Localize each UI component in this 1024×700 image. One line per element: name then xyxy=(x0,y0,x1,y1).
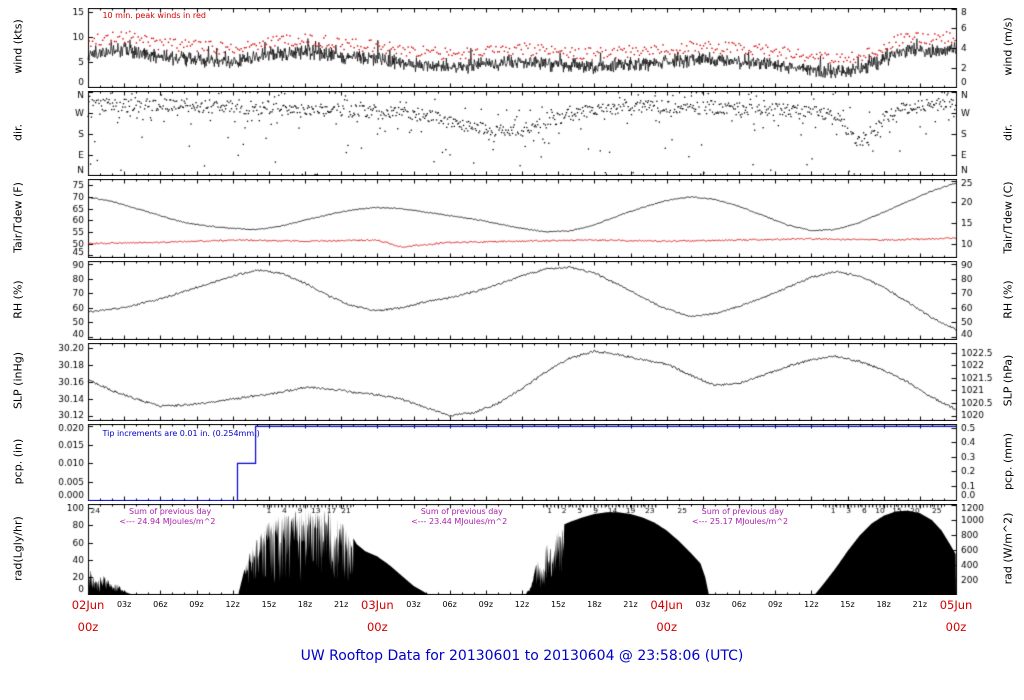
annotation-rad-0: Sum of previous day xyxy=(128,507,212,516)
annotation-rad-3: <--- 23.44 MJoules/m^2 xyxy=(411,517,508,526)
x-day-label: 03Jun xyxy=(361,598,394,612)
panel-slp-canvas xyxy=(0,343,1024,421)
x-tick-label: 21z xyxy=(623,600,638,609)
panel-wind-canvas xyxy=(0,8,1024,88)
x-day-hour-label: 00z xyxy=(366,620,388,634)
x-tick-label: 15z xyxy=(840,600,855,609)
x-tick-label: 18z xyxy=(587,600,602,609)
x-tick-label: 09z xyxy=(767,600,783,609)
chart-title: UW Rooftop Data for 20130601 to 20130604… xyxy=(300,648,744,664)
x-tick-label: 12z xyxy=(514,600,530,609)
x-day-label: 04Jun xyxy=(650,598,683,612)
x-tick-label: 21z xyxy=(912,600,928,609)
annotation-wind-0: 10 min. peak winds in red xyxy=(102,11,206,20)
x-tick-label: 12z xyxy=(225,600,240,609)
x-tick-label: 18z xyxy=(297,600,313,609)
annotation-rad-1: <--- 24.94 MJoules/m^2 xyxy=(119,517,216,526)
x-tick-label: 09z xyxy=(478,600,494,609)
x-day-label: 02Jun xyxy=(71,598,105,612)
panel-temp-canvas xyxy=(0,179,1024,258)
panel-rh-canvas xyxy=(0,261,1024,340)
annotation-rad-5: <--- 25.17 MJoules/m^2 xyxy=(691,517,789,526)
x-tick-label: 15z xyxy=(550,600,566,609)
x-tick-label: 15z xyxy=(261,600,277,609)
ylabel-right-rad: rad (W/m^2) xyxy=(1001,512,1015,584)
x-tick-label: 03z xyxy=(116,600,132,609)
x-tick-label: 21z xyxy=(333,600,349,609)
panel-pcp-canvas xyxy=(0,424,1024,501)
x-tick-label: 06z xyxy=(731,600,747,609)
x-tick-label: 09z xyxy=(189,600,204,609)
x-tick-label: 03z xyxy=(406,600,421,609)
panel-rad-canvas xyxy=(0,504,1024,595)
x-day-hour-label: 00z xyxy=(656,620,677,634)
x-day-hour-label: 00z xyxy=(77,620,99,634)
x-tick-label: 03z xyxy=(695,600,711,609)
annotation-rad-4: Sum of previous day xyxy=(701,507,784,516)
annotation-pcp-0: Tip increments are 0.01 in. (0.254mm.) xyxy=(102,429,260,438)
ylabel-left-rad: rad(Lgly/hr) xyxy=(11,515,25,581)
x-tick-label: 06z xyxy=(153,600,168,609)
annotation-rad-2: Sum of previous day xyxy=(420,507,503,516)
x-tick-label: 06z xyxy=(442,600,457,609)
x-day-label: 05Jun xyxy=(939,598,973,612)
x-day-hour-label: 00z xyxy=(945,620,967,634)
x-tick-label: 12z xyxy=(804,600,819,609)
x-tick-label: 18z xyxy=(876,600,891,609)
panel-dir-canvas xyxy=(0,91,1024,176)
